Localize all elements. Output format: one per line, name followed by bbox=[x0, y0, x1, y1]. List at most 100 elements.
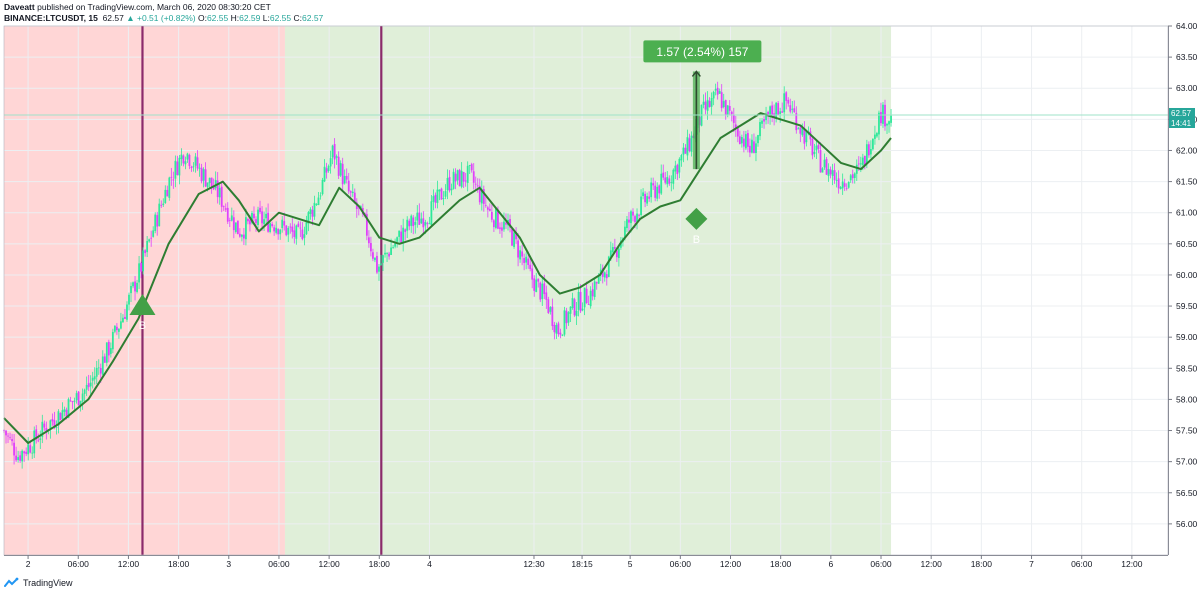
bull-candle bbox=[323, 166, 326, 182]
bear-candle bbox=[573, 299, 576, 316]
bear-candle bbox=[434, 194, 437, 203]
bull-candle bbox=[757, 135, 759, 144]
time-tick-label: 06:00 bbox=[68, 559, 90, 569]
bull-candle bbox=[575, 310, 578, 317]
buy-triangle-marker bbox=[129, 294, 156, 316]
buy-diamond-marker bbox=[685, 207, 708, 230]
bull-candle bbox=[656, 186, 659, 199]
time-tick-label: 2 bbox=[26, 559, 31, 569]
bear-candle bbox=[777, 103, 780, 115]
bull-candle bbox=[105, 342, 108, 363]
bull-candle bbox=[589, 290, 592, 307]
bull-candle bbox=[869, 149, 872, 155]
author-name[interactable]: Daveatt bbox=[4, 2, 35, 12]
bull-candle bbox=[120, 321, 122, 329]
time-tick-label: 18:15 bbox=[571, 559, 593, 569]
symbol-label[interactable]: BINANCE:LTCUSDT, 15 bbox=[4, 13, 98, 23]
low-value: 62.55 bbox=[269, 13, 292, 23]
bear-candle bbox=[595, 282, 598, 284]
bull-candle bbox=[617, 248, 620, 259]
bear-candle bbox=[529, 264, 532, 269]
time-tick-label: 18:00 bbox=[168, 559, 190, 569]
bull-candle bbox=[710, 98, 713, 107]
bear-candle bbox=[150, 237, 153, 239]
time-tick-label: 06:00 bbox=[1071, 559, 1093, 569]
bull-candle bbox=[138, 263, 140, 283]
bear-candle bbox=[144, 250, 147, 254]
bull-candle bbox=[797, 128, 800, 130]
bull-candle bbox=[63, 409, 66, 412]
bear-candle bbox=[488, 208, 491, 211]
bear-candle bbox=[166, 189, 169, 197]
bear-candle bbox=[825, 158, 828, 175]
chart-header: Daveatt published on TradingView.com, Ma… bbox=[4, 2, 323, 24]
bull-candle bbox=[67, 399, 70, 419]
bear-candle bbox=[501, 227, 503, 231]
bull-candle bbox=[775, 102, 778, 119]
bull-candle bbox=[234, 222, 237, 232]
bear-candle bbox=[51, 418, 54, 422]
bear-candle bbox=[400, 231, 403, 244]
bull-candle bbox=[128, 294, 130, 305]
bear-candle bbox=[492, 220, 495, 228]
bear-candle bbox=[819, 150, 822, 173]
bull-candle bbox=[148, 239, 151, 242]
bull-candle bbox=[670, 181, 673, 183]
bear-candle bbox=[426, 223, 429, 224]
price-measure: 1.57 (2.54%) 157 bbox=[643, 40, 762, 170]
price-tick-label: 63.50 bbox=[1176, 52, 1198, 62]
bull-candle bbox=[555, 325, 558, 334]
bull-candle bbox=[118, 328, 120, 332]
bear-candle bbox=[720, 92, 723, 109]
bull-candle bbox=[122, 317, 124, 323]
bull-candle bbox=[198, 167, 201, 169]
bull-candle bbox=[269, 223, 272, 232]
bull-candle bbox=[674, 165, 677, 172]
bear-candle bbox=[654, 185, 657, 198]
bear-candle bbox=[684, 147, 687, 154]
bull-candle bbox=[91, 377, 94, 381]
bull-candle bbox=[257, 209, 259, 226]
bear-candle bbox=[232, 217, 235, 231]
bull-candle bbox=[132, 282, 134, 287]
bear-candle bbox=[357, 207, 360, 209]
bear-candle bbox=[505, 222, 507, 225]
signal-markers: BB bbox=[129, 207, 708, 332]
bear-candle bbox=[787, 99, 790, 104]
price-tick-label: 60.50 bbox=[1176, 239, 1198, 249]
bear-candle bbox=[210, 177, 213, 187]
bear-candle bbox=[71, 401, 74, 403]
bear-candle bbox=[547, 299, 550, 313]
bear-candle bbox=[478, 185, 481, 203]
price-tick-label: 57.00 bbox=[1176, 457, 1198, 467]
bear-candle bbox=[204, 169, 207, 187]
bear-candle bbox=[408, 220, 411, 227]
bear-candle bbox=[271, 224, 274, 227]
bear-candle bbox=[188, 154, 191, 167]
bear-candle bbox=[170, 176, 173, 178]
bull-candle bbox=[779, 111, 782, 115]
tradingview-brand[interactable]: TradingView bbox=[23, 577, 73, 588]
bull-candle bbox=[835, 180, 838, 181]
bull-candle bbox=[722, 101, 725, 108]
bear-candle bbox=[283, 221, 286, 226]
bull-candle bbox=[609, 250, 612, 258]
bull-candle bbox=[446, 177, 449, 191]
bear-candle bbox=[799, 127, 802, 134]
bear-candle bbox=[311, 209, 314, 217]
bear-candle bbox=[644, 193, 646, 203]
bull-candle bbox=[541, 283, 544, 299]
bear-candle bbox=[9, 437, 11, 439]
bear-candle bbox=[716, 87, 719, 95]
bull-candle bbox=[81, 393, 84, 402]
bull-candle bbox=[755, 143, 757, 153]
bullish-zone bbox=[284, 26, 892, 555]
bull-candle bbox=[872, 138, 874, 150]
bull-candle bbox=[682, 147, 685, 155]
bull-candle bbox=[351, 191, 354, 193]
bear-candle bbox=[753, 141, 755, 154]
bear-candle bbox=[37, 440, 40, 442]
bull-candle bbox=[374, 257, 376, 261]
time-tick-label: 3 bbox=[226, 559, 231, 569]
